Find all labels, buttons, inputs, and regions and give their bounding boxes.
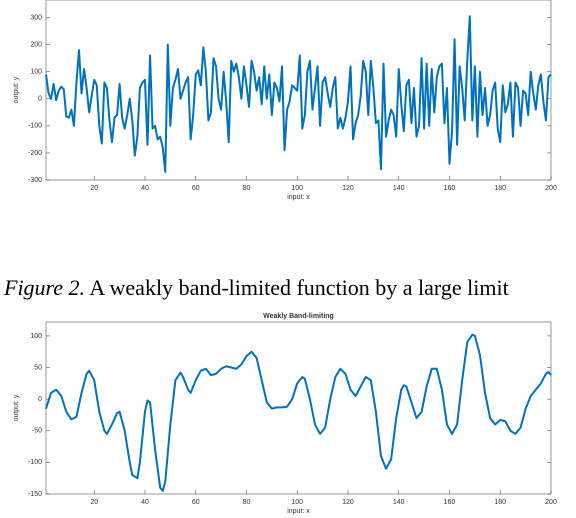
x-tick-label: 20: [90, 185, 98, 192]
y-tick-label: 100: [30, 333, 42, 340]
x-tick-label: 40: [141, 185, 149, 192]
x-tick-label: 100: [291, 185, 303, 192]
x-tick-label: 60: [192, 499, 200, 506]
caption-text: A weakly band-limited function by a larg…: [89, 275, 508, 300]
x-tick-label: 120: [342, 185, 354, 192]
y-tick-label: 50: [34, 364, 42, 371]
chart-title: Weakly Band-limiting: [263, 313, 334, 320]
data-line: [45, 15, 552, 173]
caption-label: Figure 2.: [3, 275, 85, 300]
y-tick-label: 0: [38, 396, 42, 403]
y-axis-label: output: y: [13, 394, 20, 421]
x-axis-label: input: x: [287, 508, 310, 515]
x-axis-label: input: x: [287, 194, 310, 201]
x-tick-label: 200: [545, 499, 557, 506]
x-tick-label: 20: [90, 499, 98, 506]
y-tick-label: -100: [28, 123, 42, 130]
y-tick-label: 200: [30, 42, 42, 49]
y-tick-label: -100: [28, 459, 42, 466]
x-tick-label: 60: [192, 185, 200, 192]
x-tick-label: 200: [545, 185, 557, 192]
x-tick-label: 180: [494, 185, 506, 192]
axes-box: [45, 321, 552, 495]
x-tick-label: 140: [393, 499, 405, 506]
x-tick-label: 160: [444, 499, 456, 506]
x-tick-label: 80: [243, 185, 251, 192]
x-tick-label: 80: [243, 499, 251, 506]
y-tick-label: -300: [28, 177, 42, 184]
y-tick-label: -200: [28, 150, 42, 157]
y-tick-label: -50: [32, 428, 42, 435]
data-line: [45, 333, 552, 492]
caption: Figure 2. A weakly band-limited function…: [3, 275, 509, 300]
y-tick-label: 300: [30, 14, 42, 21]
x-tick-label: 140: [393, 185, 405, 192]
y-tick-label: 100: [30, 69, 42, 76]
y-tick-label: 0: [38, 96, 42, 103]
y-tick-label: -150: [28, 491, 42, 498]
x-tick-label: 40: [141, 499, 149, 506]
x-tick-label: 160: [444, 185, 456, 192]
y-axis-label: output: y: [13, 76, 20, 103]
x-tick-label: 120: [342, 499, 354, 506]
x-tick-label: 100: [291, 499, 303, 506]
x-tick-label: 180: [494, 499, 506, 506]
